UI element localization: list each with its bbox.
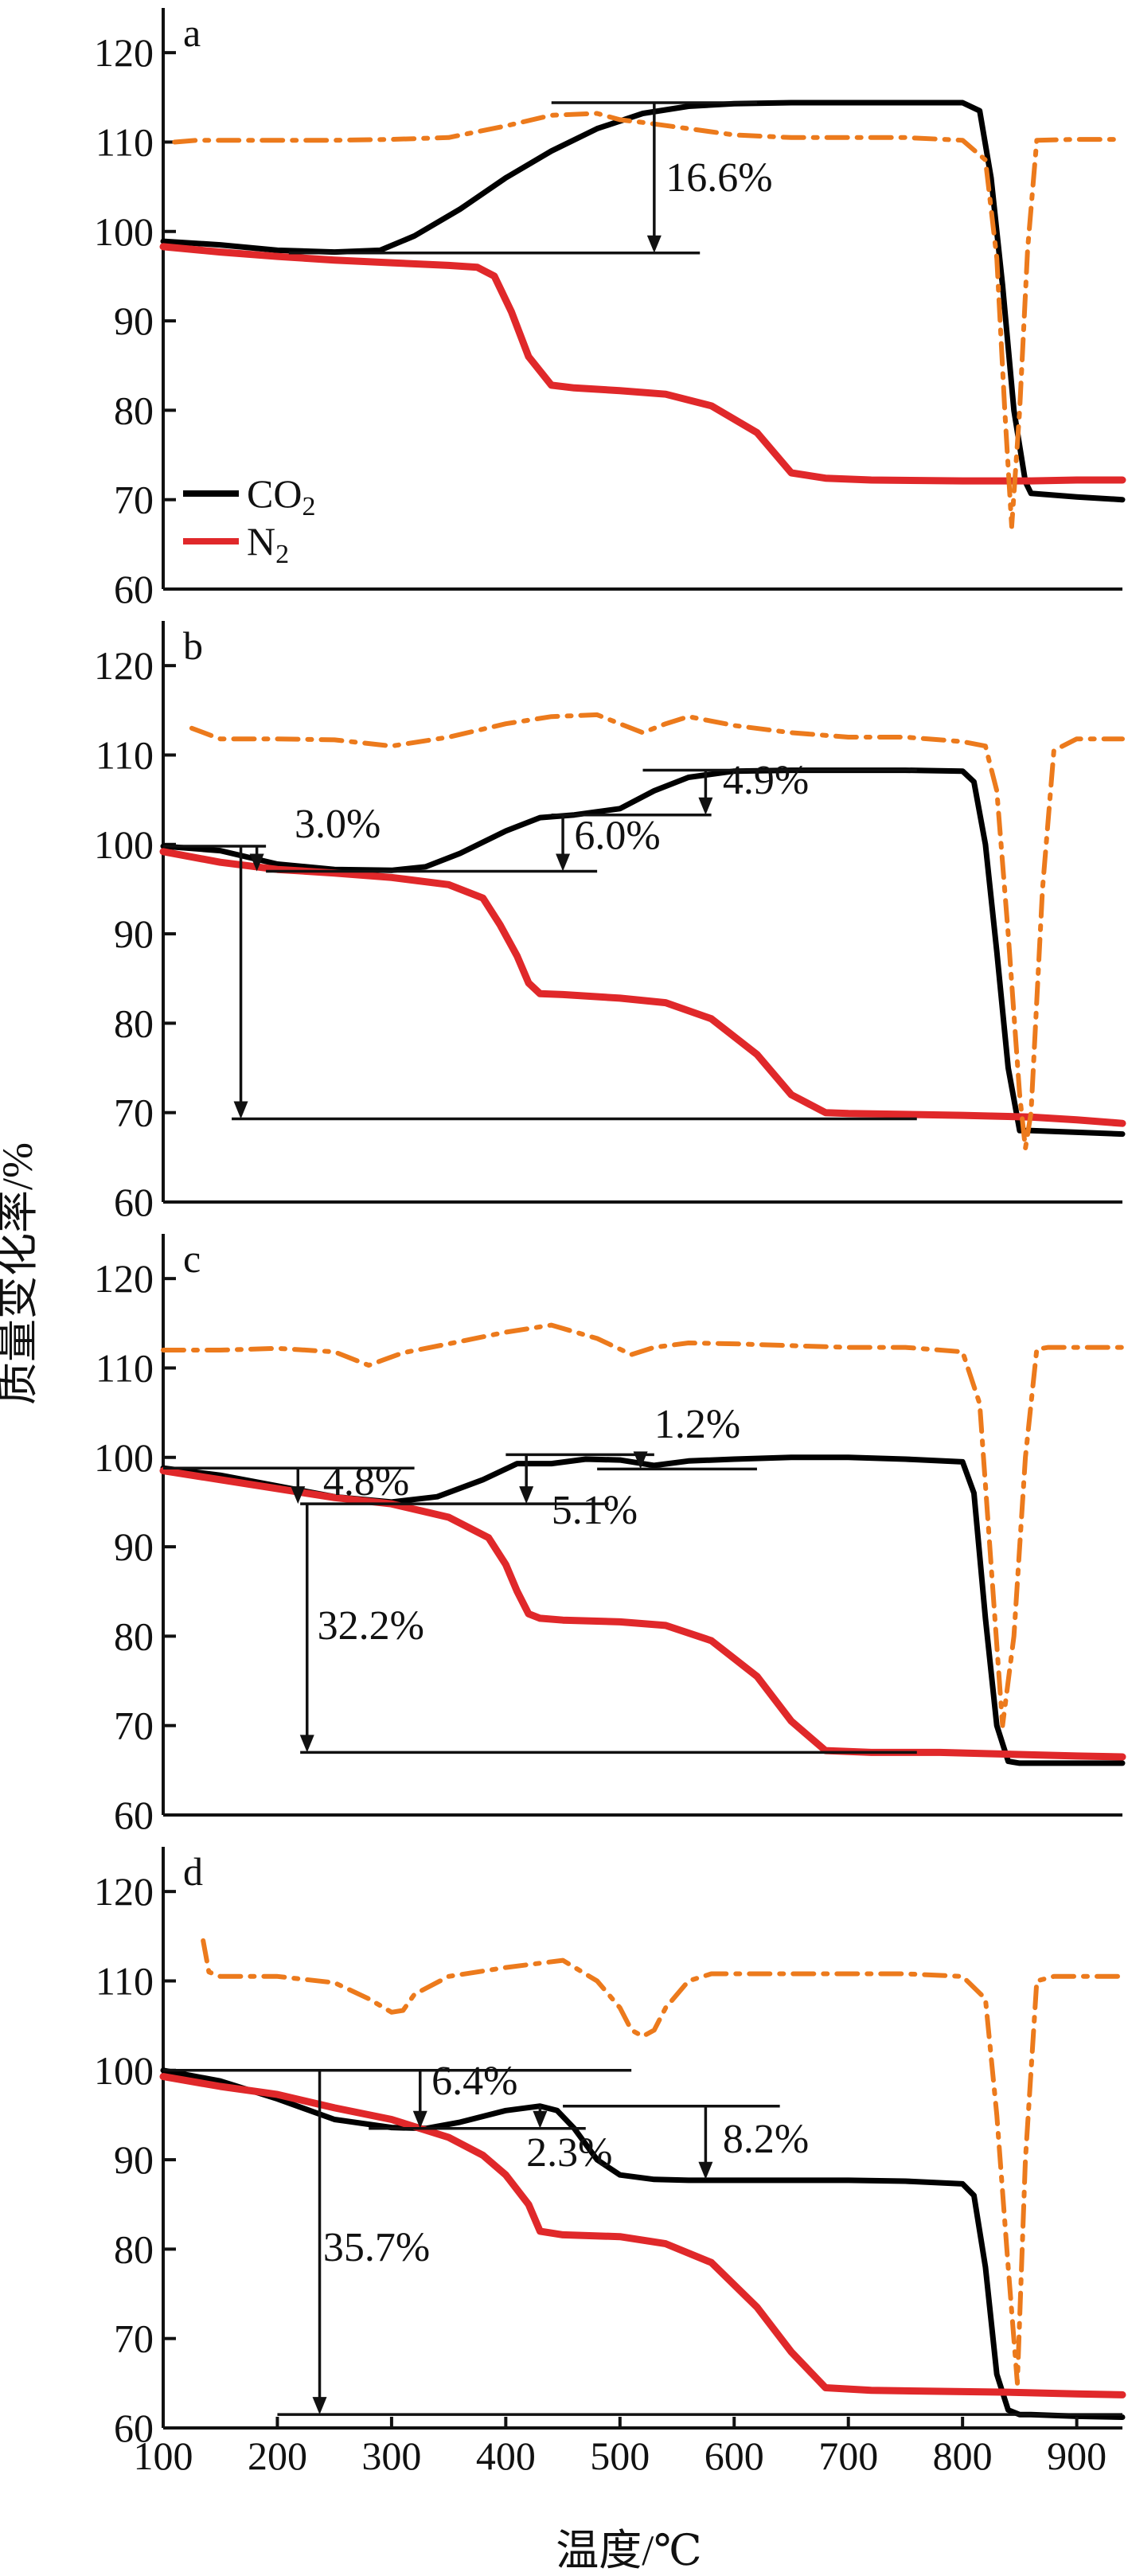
annotation-label: 1.2% — [654, 1402, 740, 1447]
series-line-n2 — [159, 243, 1126, 485]
annotation-arrowhead — [312, 2397, 327, 2415]
panels: 60 70 80 90 100 110 120 a 16.6% 60 70 80 90 100 110 120… — [94, 8, 1126, 2450]
x-tick-label: 100 — [134, 2434, 193, 2478]
annotation-arrowhead — [698, 797, 713, 815]
y-tick-label: 60 — [114, 1793, 154, 1837]
y-tick-label: 90 — [114, 299, 154, 343]
annotation-arrowhead — [291, 1486, 306, 1505]
annotation-label: 35.7% — [323, 2225, 430, 2270]
y-tick-label: 70 — [114, 478, 154, 522]
y-tick-label: 100 — [94, 2048, 154, 2093]
x-tick-label: 700 — [818, 2434, 878, 2478]
annotation-arrowhead — [519, 1486, 534, 1505]
y-tick-label: 70 — [114, 1091, 154, 1135]
series-line-dtg — [201, 1938, 1125, 2386]
x-tick-label: 200 — [248, 2434, 307, 2478]
y-tick-label: 80 — [114, 1001, 154, 1045]
y-tick-label: 90 — [114, 911, 154, 956]
legend-label-CO2: CO2 — [247, 471, 315, 521]
x-axis: 100 200 300 400 500 600 700 800 900 — [134, 2417, 1107, 2478]
annotation-label: 16.6% — [665, 155, 772, 201]
y-axis-title: 质量变化率/% — [0, 1142, 41, 1405]
y-tick-label: 60 — [114, 1180, 154, 1224]
y-tick-label: 100 — [94, 822, 154, 867]
y-tick-label: 110 — [96, 119, 154, 164]
panel-letter: c — [183, 1236, 201, 1281]
annotation-label: 6.0% — [574, 813, 660, 858]
annotation-arrowhead — [556, 853, 571, 872]
series-line-co2 — [160, 767, 1126, 1138]
y-tick-label: 100 — [94, 209, 154, 254]
series-line-co2 — [160, 100, 1126, 503]
annotation-label: 4.8% — [323, 1459, 409, 1505]
annotation-arrowhead — [299, 1735, 314, 1753]
y-tick-label: 70 — [114, 1704, 154, 1748]
annotation-label: 32.2% — [318, 1603, 424, 1649]
y-tick-label: 110 — [96, 732, 154, 777]
annotation-label: 8.2% — [723, 2117, 809, 2162]
y-tick-label: 120 — [94, 1869, 154, 1914]
annotation-label: 5.1% — [552, 1488, 638, 1533]
series-line-dtg — [161, 1322, 1125, 1728]
y-tick-label: 120 — [94, 30, 154, 75]
panel-letter: a — [183, 10, 201, 55]
annotation-arrowhead — [633, 1451, 648, 1469]
series-line-n2 — [159, 2073, 1126, 2398]
y-tick-label: 60 — [114, 2406, 154, 2450]
y-tick-label: 100 — [94, 1435, 154, 1480]
annotation-label: 2.3% — [526, 2130, 612, 2176]
annotation-arrowhead — [249, 853, 264, 872]
annotation-arrowhead — [233, 1101, 248, 1119]
panel-a: 60 70 80 90 100 110 120 a 16.6% — [94, 8, 1126, 611]
panel-c: 60 70 80 90 100 110 120 c 4.8% 5.1% 1.2% 32.2% — [94, 1234, 1126, 1837]
annotation-label: 6.4% — [431, 2059, 517, 2104]
x-tick-label: 400 — [476, 2434, 536, 2478]
x-axis-title: 温度/℃ — [556, 2527, 701, 2574]
x-tick-label: 600 — [705, 2434, 764, 2478]
panel-letter: b — [183, 623, 203, 668]
annotation-arrowhead — [698, 2161, 713, 2180]
series-line-dtg — [189, 712, 1125, 1151]
y-tick-label: 70 — [114, 2316, 154, 2361]
series-line-n2 — [159, 848, 1126, 1127]
y-tick-label: 90 — [114, 1524, 154, 1569]
y-tick-label: 120 — [94, 1256, 154, 1301]
panel-letter: d — [183, 1849, 203, 1894]
x-tick-label: 500 — [590, 2434, 650, 2478]
y-tick-label: 110 — [96, 1345, 154, 1390]
annotation-arrowhead — [533, 2110, 548, 2129]
legend-label-N2: N2 — [247, 519, 289, 569]
y-tick-label: 110 — [96, 1958, 154, 2003]
annotation-arrowhead — [412, 2110, 427, 2129]
annotation-label: 3.0% — [295, 802, 381, 847]
x-tick-label: 300 — [361, 2434, 421, 2478]
panel-d: 60 70 80 90 100 110 120 d 6.4%2.3% 8.2% 35.7% — [94, 1847, 1126, 2450]
series-line-dtg — [172, 111, 1125, 529]
y-tick-label: 60 — [114, 567, 154, 611]
x-tick-label: 800 — [933, 2434, 993, 2478]
y-tick-label: 80 — [114, 2227, 154, 2271]
y-tick-label: 90 — [114, 2137, 154, 2182]
panel-b: 60 70 80 90 100 110 120 b 3.0% 6.0% 4.9% — [94, 621, 1126, 1224]
y-tick-label: 120 — [94, 643, 154, 688]
y-tick-label: 80 — [114, 388, 154, 432]
x-tick-label: 900 — [1047, 2434, 1107, 2478]
annotation-arrowhead — [646, 235, 662, 253]
y-tick-label: 80 — [114, 1614, 154, 1658]
annotation-label: 4.9% — [723, 758, 809, 803]
